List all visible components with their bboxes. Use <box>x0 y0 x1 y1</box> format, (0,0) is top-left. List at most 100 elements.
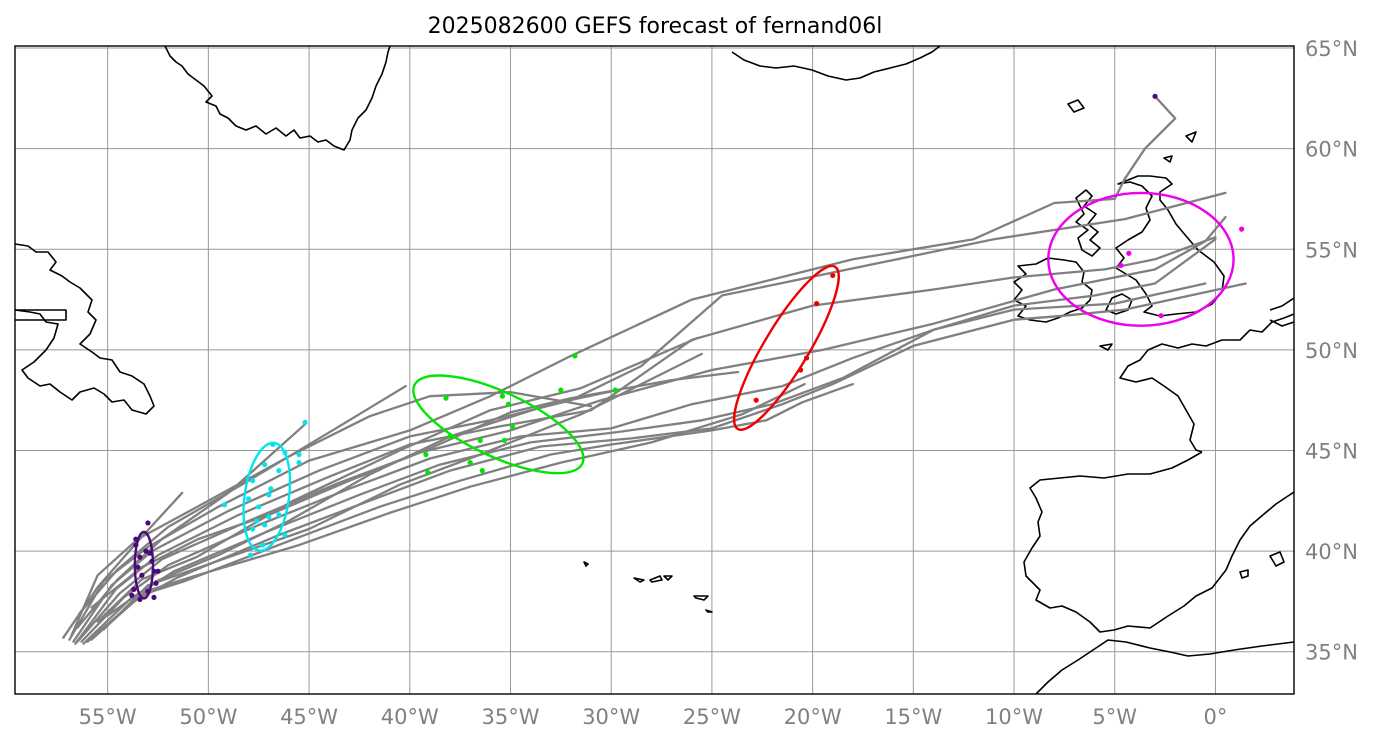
longitude-axis: 55°W 50°W 45°W 40°W 35°W 30°W 25°W 20°W 15°W 10°W… <box>79 705 1228 729</box>
ensemble-track-14 <box>62 491 184 639</box>
forecast-point <box>151 568 157 574</box>
map-frame <box>14 45 1295 695</box>
coastline-greenland <box>164 46 391 151</box>
lat-tick-label: 40°N <box>1305 540 1358 564</box>
forecast-point <box>572 353 578 359</box>
lon-tick-label: 5°W <box>1092 705 1137 729</box>
forecast-point <box>145 588 151 594</box>
ensemble-track-6 <box>80 238 1217 643</box>
coastline-newfoundland <box>15 243 155 415</box>
forecast-point <box>133 542 139 548</box>
forecast-point <box>425 470 431 476</box>
coastline-orkney <box>1163 155 1173 163</box>
coastline-corsica <box>1269 551 1285 567</box>
forecast-positions <box>129 93 1245 603</box>
lon-tick-label: 45°W <box>280 705 338 729</box>
coastline-azores-1 <box>583 561 589 567</box>
forecast-point <box>282 449 288 456</box>
lon-tick-label: 10°W <box>985 705 1043 729</box>
forecast-point <box>270 441 276 448</box>
lat-tick-label: 65°N <box>1305 37 1358 61</box>
forecast-point <box>250 526 256 532</box>
ensemble-track-10 <box>94 382 806 637</box>
ensemble-track-5 <box>76 215 1227 643</box>
forecast-point <box>260 542 266 548</box>
forecast-point <box>1118 262 1124 268</box>
forecast-point <box>302 419 308 425</box>
forecast-point <box>276 468 282 474</box>
forecast-point <box>256 504 262 510</box>
coastline-azores-2 <box>633 577 645 583</box>
lat-tick-label: 50°N <box>1305 339 1358 363</box>
forecast-point <box>135 564 141 570</box>
ensemble-track-12 <box>96 336 699 623</box>
forecast-point <box>151 594 157 601</box>
forecast-point <box>558 387 564 393</box>
forecast-point <box>467 459 473 466</box>
forecast-point <box>753 397 759 403</box>
lon-tick-label: 40°W <box>381 705 439 729</box>
forecast-point <box>276 512 282 518</box>
lon-tick-label: 25°W <box>683 705 741 729</box>
coastline-faroe <box>1067 99 1085 113</box>
forecast-point <box>499 393 506 399</box>
forecast-point <box>133 536 139 542</box>
ensemble-tracks <box>62 95 1247 645</box>
forecast-point <box>246 496 252 502</box>
lon-tick-label: 35°W <box>481 705 539 729</box>
forecast-point <box>129 592 135 598</box>
forecast-point <box>262 461 268 468</box>
forecast-point <box>221 502 228 508</box>
coastline-labrador-border <box>15 309 67 321</box>
lon-tick-label: 55°W <box>79 705 137 729</box>
forecast-point <box>248 552 254 558</box>
forecast-point <box>447 433 453 440</box>
lat-tick-label: 45°N <box>1305 439 1358 463</box>
forecast-point <box>443 395 449 401</box>
coastline-iberia <box>1023 451 1294 633</box>
coastline-azores-5 <box>693 595 709 601</box>
graticule <box>15 46 1294 694</box>
forecast-point <box>296 451 302 458</box>
coastline-azores-6 <box>705 609 713 613</box>
ensemble-track-15 <box>76 423 307 629</box>
lon-tick-label: 15°W <box>884 705 942 729</box>
forecast-point <box>147 550 153 556</box>
forecast-point <box>830 272 836 279</box>
chart-title: 2025082600 GEFS forecast of fernand06l <box>428 14 883 39</box>
lat-tick-label: 35°N <box>1305 641 1358 665</box>
forecast-point <box>479 468 485 474</box>
forecast-point <box>262 522 268 528</box>
forecast-point <box>266 514 272 520</box>
forecast-point <box>797 367 804 373</box>
lat-tick-label: 55°N <box>1305 238 1358 262</box>
forecast-point <box>282 532 288 538</box>
forecast-point <box>509 423 516 429</box>
forecast-point <box>155 568 161 574</box>
ensemble-track-13 <box>78 384 407 615</box>
forecast-point <box>612 387 618 393</box>
forecast-point <box>137 554 143 560</box>
forecast-point <box>1158 313 1164 319</box>
spread-ellipse-1 <box>133 530 155 600</box>
forecast-point <box>505 401 512 407</box>
coastline-france <box>1119 313 1294 453</box>
coastlines <box>15 46 1294 694</box>
ensemble-track-7 <box>82 282 1207 645</box>
lon-tick-label: 50°W <box>179 705 237 729</box>
forecast-point <box>137 596 143 603</box>
forecast-point <box>1239 226 1245 232</box>
forecast-point <box>131 586 137 592</box>
spread-ellipse-3 <box>412 374 585 475</box>
lon-tick-label: 30°W <box>582 705 640 729</box>
coastline-iceland <box>731 46 941 81</box>
coastline-channel-islands <box>1099 343 1113 351</box>
lon-tick-label: 20°W <box>784 705 842 729</box>
coastline-shetland <box>1185 131 1197 143</box>
forecast-point <box>803 355 810 361</box>
forecast-point <box>296 459 302 466</box>
forecast-point <box>153 580 159 586</box>
coastline-ireland <box>1013 257 1093 323</box>
coastline-europe-north <box>1269 297 1294 327</box>
forecast-point <box>250 478 256 484</box>
